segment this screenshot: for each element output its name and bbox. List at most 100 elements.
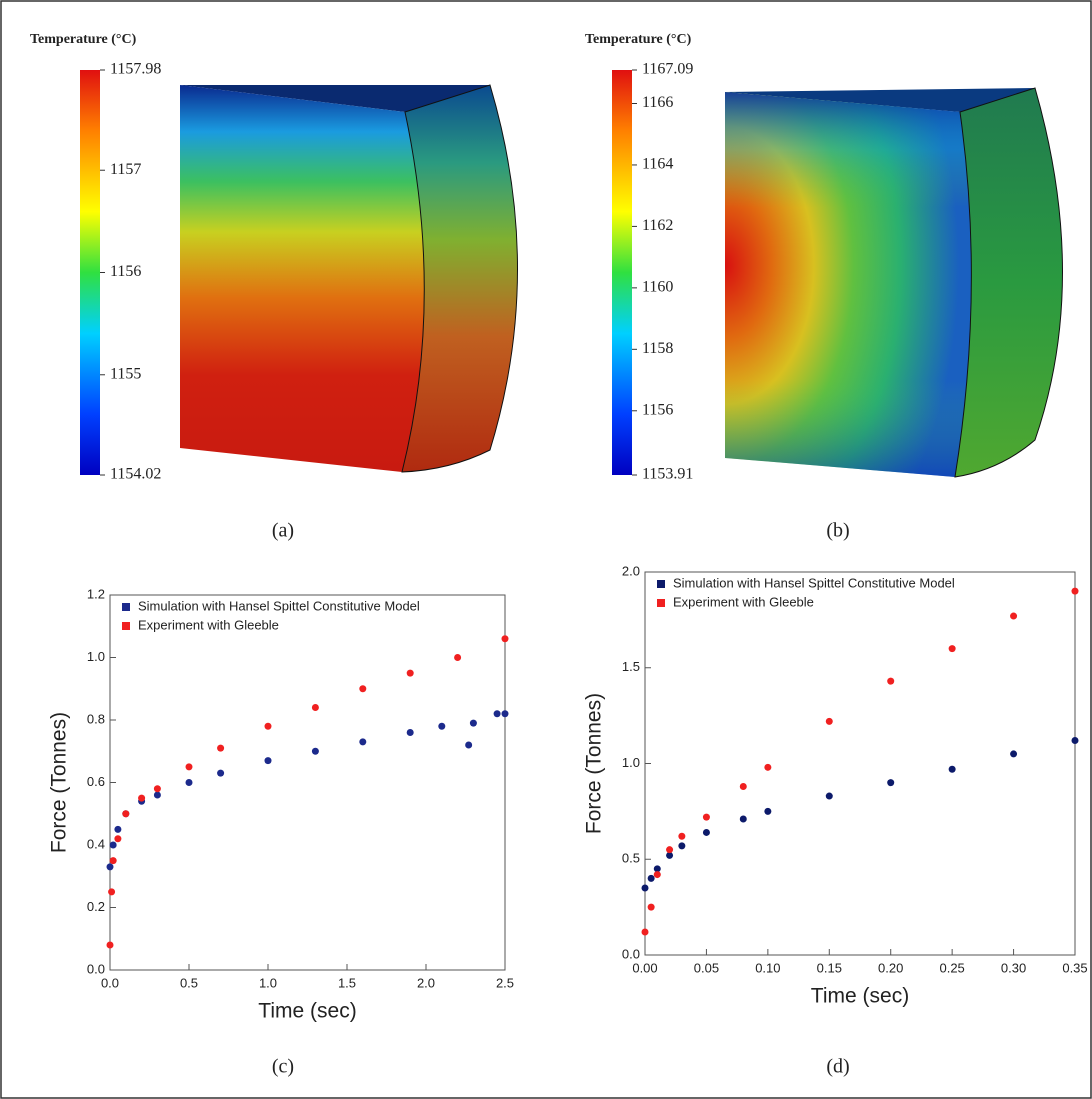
data-point — [109, 857, 117, 865]
panel-label: (b) — [826, 520, 849, 542]
data-point — [678, 832, 686, 840]
data-point — [406, 669, 414, 677]
colorbar-tick-label: 1156 — [110, 263, 141, 280]
data-point — [825, 792, 833, 800]
data-point — [647, 874, 655, 882]
y-tick-label: 0.8 — [87, 711, 105, 726]
data-point — [217, 744, 225, 752]
legend-swatch — [122, 603, 130, 611]
x-tick-label: 0.30 — [1001, 960, 1026, 975]
data-point — [666, 846, 674, 854]
data-point — [109, 841, 117, 849]
data-point — [359, 738, 367, 746]
model-a — [180, 84, 518, 473]
data-point — [501, 635, 509, 643]
colorbar-tick-label: 1162 — [642, 217, 673, 234]
y-tick-label: 1.0 — [87, 649, 105, 664]
data-point — [501, 710, 509, 718]
x-tick-label: 1.0 — [259, 975, 277, 990]
y-axis-label: Force (Tonnes) — [48, 712, 71, 853]
legend-label: Experiment with Gleeble — [138, 617, 279, 632]
colorbar-tick-label: 1154.02 — [110, 466, 161, 483]
data-point — [641, 884, 649, 892]
y-tick-label: 1.2 — [87, 586, 105, 601]
data-point — [702, 813, 710, 821]
data-point — [153, 791, 161, 799]
panel-label: (a) — [272, 520, 294, 542]
colorbar-tick-label: 1158 — [642, 340, 673, 357]
data-point — [311, 704, 319, 711]
x-tick-label: 0.5 — [180, 975, 198, 990]
x-tick-label: 0.35 — [1062, 960, 1087, 975]
colorbar-tick-label: 1166 — [642, 94, 673, 111]
y-tick-label: 1.0 — [622, 755, 640, 770]
panel-label: (d) — [826, 1056, 849, 1078]
data-point — [1071, 737, 1079, 745]
data-point — [887, 779, 895, 787]
data-point — [887, 677, 895, 685]
data-point — [311, 747, 319, 755]
y-tick-label: 0.0 — [622, 946, 640, 961]
data-point — [454, 654, 462, 661]
x-tick-label: 0.20 — [878, 960, 903, 975]
data-point — [153, 785, 161, 793]
data-point — [739, 815, 747, 823]
x-tick-label: 0.10 — [755, 960, 780, 975]
colorbar — [612, 70, 632, 475]
panel-label: (c) — [272, 1056, 294, 1078]
legend-swatch — [122, 622, 130, 630]
colorbar-tick-label: 1157 — [110, 161, 141, 178]
data-point — [185, 779, 193, 786]
data-point — [702, 828, 710, 836]
data-point — [825, 717, 833, 725]
x-tick-label: 2.5 — [496, 975, 514, 990]
y-tick-label: 1.5 — [622, 659, 640, 674]
data-point — [406, 729, 414, 736]
data-point — [108, 888, 116, 896]
data-point — [493, 710, 501, 718]
data-point — [138, 794, 146, 802]
data-point — [114, 825, 122, 833]
x-tick-label: 0.00 — [632, 960, 657, 975]
data-point — [764, 763, 772, 771]
data-point — [114, 835, 122, 843]
data-point — [653, 871, 661, 879]
legend-label: Simulation with Hansel Spittel Constitut… — [673, 575, 955, 590]
data-point — [106, 863, 114, 871]
data-point — [1010, 612, 1018, 620]
data-point — [764, 807, 772, 815]
colorbar-tick-label: 1155 — [110, 365, 141, 382]
colorbar-tick-label: 1156 — [642, 401, 673, 418]
data-point — [438, 722, 446, 730]
y-tick-label: 0.2 — [87, 899, 105, 914]
x-axis-label: Time (sec) — [258, 1000, 356, 1023]
y-axis-label: Force (Tonnes) — [583, 693, 606, 834]
colorbar-title: Temperature (°C) — [30, 32, 137, 47]
legend-label: Experiment with Gleeble — [673, 594, 814, 609]
x-axis-label: Time (sec) — [811, 985, 909, 1008]
data-point — [122, 810, 130, 818]
data-point — [641, 928, 649, 936]
data-point — [666, 851, 674, 859]
colorbar-tick-label: 1160 — [642, 279, 673, 296]
data-point — [185, 763, 193, 771]
data-point — [653, 865, 661, 873]
data-point — [469, 719, 477, 727]
data-point — [106, 941, 114, 949]
colorbar-tick-label: 1157.98 — [110, 61, 161, 78]
data-point — [948, 645, 956, 653]
colorbar-tick-label: 1164 — [642, 156, 673, 173]
data-point — [1010, 750, 1018, 758]
y-tick-label: 0.0 — [87, 961, 105, 976]
colorbar-title: Temperature (°C) — [585, 32, 692, 47]
x-tick-label: 1.5 — [338, 975, 356, 990]
legend-swatch — [657, 599, 665, 607]
data-point — [678, 842, 686, 850]
data-point — [264, 757, 272, 765]
model-b — [725, 87, 1063, 478]
data-point — [264, 722, 272, 730]
x-tick-label: 0.05 — [694, 960, 719, 975]
data-point — [948, 765, 956, 773]
colorbar-tick-label: 1153.91 — [642, 466, 693, 483]
